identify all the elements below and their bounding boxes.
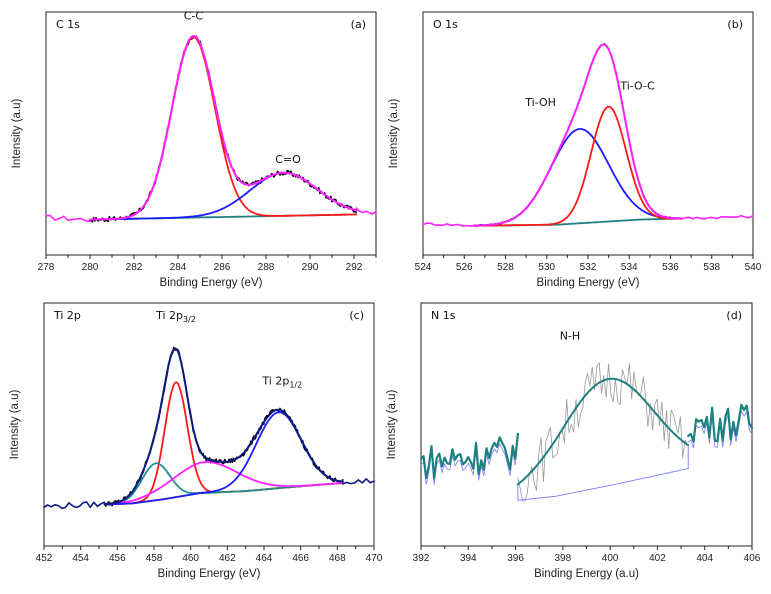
raw-trace-right (687, 403, 754, 443)
x-tick-label: 470 (366, 553, 383, 564)
panel-label: (a) (351, 18, 366, 31)
annotation-text: C-C (184, 10, 204, 23)
panel-c: 452 454 456 458 460 462 464 466 468 470 Binding En… (9, 302, 383, 580)
peak-annotation: Ti 2p3/2 (155, 309, 196, 324)
x-tick-label: 468 (329, 553, 346, 564)
fit-peak-c-o (89, 171, 358, 221)
panel-title: Ti 2p (53, 309, 81, 322)
x-tick-label: 286 (214, 262, 231, 273)
x-tick-label: 396 (507, 553, 524, 564)
x-tick-label: 398 (555, 553, 572, 564)
x-tick-label: 290 (302, 262, 319, 273)
x-tick-label: 404 (696, 553, 713, 564)
plot-frame (43, 302, 375, 547)
peak-annotation: Ti-O-C (619, 79, 655, 92)
panel-title: N 1s (431, 309, 456, 322)
x-tick-label: 464 (256, 553, 273, 564)
annotation-subscript: 1/2 (289, 381, 302, 390)
x-tick-label: 466 (292, 553, 309, 564)
y-axis-label: Intensity (a.u) (386, 389, 398, 459)
x-tick-label: 458 (146, 553, 163, 564)
x-tick-label: 402 (649, 553, 666, 564)
x-tick-label: 462 (219, 553, 236, 564)
x-tick-label: 534 (621, 262, 638, 273)
annotation-text: Ti-O-C (619, 79, 655, 92)
x-tick-label: 394 (460, 553, 477, 564)
peak-annotation: N-H (560, 329, 580, 342)
x-tick-label: 292 (346, 262, 363, 273)
x-tick-label: 460 (182, 553, 199, 564)
x-tick-label: 540 (745, 262, 762, 273)
x-axis-label: Binding Energy (a.u) (534, 568, 639, 580)
x-axis-label: Binding Energy (eV) (160, 277, 263, 289)
x-tick-label: 400 (602, 553, 619, 564)
panel-b: 524 526 528 530 532 534 536 538 540 Binding Energ… (388, 11, 762, 289)
panel-title: C 1s (56, 18, 80, 31)
x-tick-label: 452 (36, 553, 53, 564)
x-tick-label: 532 (580, 262, 597, 273)
annotation-text: Ti 2p (155, 309, 183, 322)
panel-label: (d) (726, 309, 742, 322)
raw-trace-left (43, 501, 106, 510)
x-tick-label: 284 (170, 262, 187, 273)
raw-trace-left (419, 432, 519, 480)
peak-annotation: Ti-OH (524, 96, 556, 109)
y-axis-label: Intensity (a.u) (11, 98, 23, 168)
panel-label: (b) (727, 18, 743, 31)
background-line (517, 468, 689, 501)
annotation-text: Ti-OH (524, 96, 556, 109)
x-tick-label: 288 (258, 262, 275, 273)
x-tick-label: 536 (662, 262, 679, 273)
raw-trace-right (355, 207, 377, 215)
peak-annotation: C=O (275, 153, 301, 166)
fit-peak-ti-2p1-2 (103, 411, 344, 506)
fit-envelope (473, 43, 682, 227)
raw-data-line (89, 35, 357, 223)
panel-d: 392 394 396 398 400 402 404 406 Binding Energy (… (386, 302, 761, 580)
x-tick-label: 406 (744, 553, 761, 564)
x-tick-label: 282 (126, 262, 143, 273)
x-tick-label: 280 (82, 262, 99, 273)
x-axis-label: Binding Energy (eV) (158, 568, 261, 580)
raw-data-line (517, 362, 688, 502)
fit-envelope (516, 377, 690, 486)
x-tick-label: 392 (413, 553, 430, 564)
annotation-subscript: 3/2 (183, 315, 196, 324)
x-tick-label: 278 (38, 262, 55, 273)
fit-peak-satellite (103, 461, 344, 506)
x-tick-label: 538 (703, 262, 720, 273)
raw-trace-right (342, 478, 375, 485)
panel-label: (c) (349, 309, 364, 322)
fit-peak-ti-o-c (473, 105, 682, 227)
raw-trace-left (422, 222, 476, 227)
fit-peak-c-c (89, 36, 358, 221)
peak-annotation: Ti 2p1/2 (261, 375, 302, 390)
x-tick-label: 526 (456, 262, 473, 273)
peak-annotation: C-C (184, 10, 204, 23)
raw-trace-right (680, 214, 754, 220)
x-axis-label: Binding Energy (eV) (537, 277, 640, 289)
x-tick-label: 456 (109, 553, 126, 564)
x-tick-label: 528 (497, 262, 514, 273)
x-tick-label: 530 (538, 262, 555, 273)
fit-envelope (103, 347, 344, 506)
fit-envelope (89, 35, 358, 221)
annotation-text: N-H (560, 329, 580, 342)
y-axis-label: Intensity (a.u) (388, 98, 400, 168)
raw-trace-left (45, 214, 91, 223)
annotation-text: C=O (275, 153, 301, 166)
panel-a: 278 280 282 284 286 288 290 292 Binding Energy (… (11, 10, 377, 289)
x-tick-label: 454 (72, 553, 89, 564)
panel-title: O 1s (433, 18, 458, 31)
x-tick-label: 524 (415, 262, 432, 273)
raw-shadow-right (687, 410, 753, 449)
y-axis-label: Intensity (a.u) (9, 389, 21, 459)
annotation-text: Ti 2p (261, 375, 289, 388)
plot-frame (45, 11, 377, 256)
raw-shadow-left (420, 439, 519, 485)
